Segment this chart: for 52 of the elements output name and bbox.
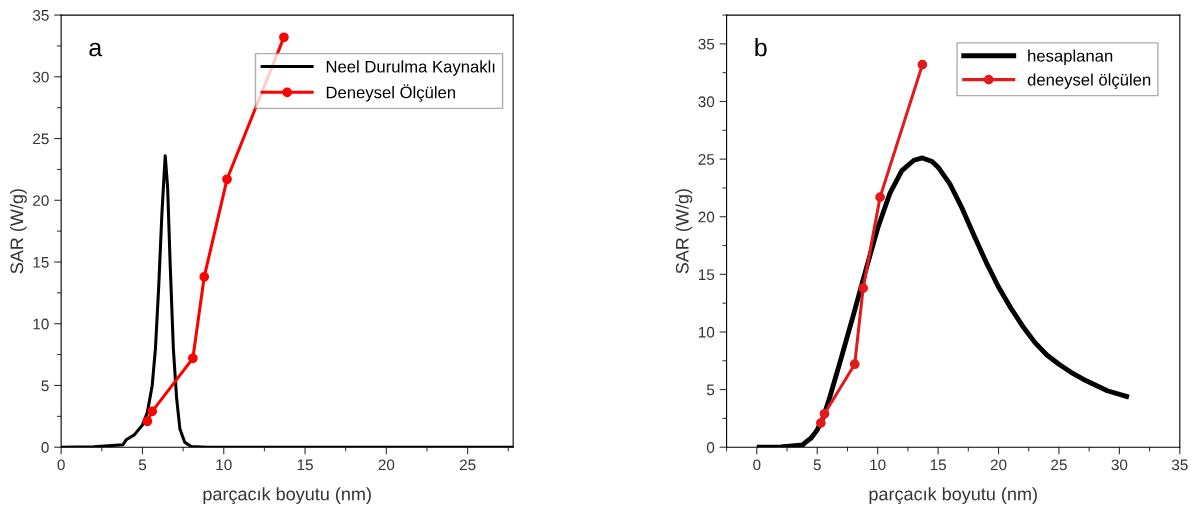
x-axis-title: parçacık boyutu (nm)	[203, 487, 371, 505]
x-tick-label: 0	[57, 459, 65, 471]
y-tick-label: 5	[41, 380, 49, 392]
y-tick-label: 20	[698, 211, 715, 223]
legend-label: Deneysel Ölçülen	[326, 84, 456, 102]
point	[187, 353, 198, 364]
point	[849, 359, 860, 370]
y-tick-label: 35	[32, 9, 49, 21]
y-tick-label: 25	[698, 153, 715, 165]
y-tick-label: 30	[32, 71, 49, 83]
y-tick-label: 25	[33, 133, 49, 145]
x-tick-label: 5	[138, 459, 147, 471]
point	[858, 283, 869, 294]
x-tick-label: 25	[459, 459, 476, 471]
point	[279, 32, 289, 43]
annotation: a	[89, 42, 103, 57]
y-tick-label: 35	[698, 38, 715, 50]
x-tick-label: 0	[753, 459, 761, 471]
x-tick-label: 20	[990, 459, 1007, 471]
point	[199, 271, 210, 282]
y-tick-label: 20	[33, 195, 49, 206]
y-tick-label: 10	[33, 318, 49, 330]
x-tick-label: 10	[216, 459, 232, 471]
y-axis-title: SAR (W/g)	[675, 189, 693, 274]
point	[917, 59, 928, 70]
x-tick-label: 25	[1051, 459, 1067, 471]
y-tick-label: 30	[698, 96, 715, 108]
y-axis-title: SAR (W/g)	[9, 189, 27, 274]
y-tick-label: 15	[698, 269, 715, 281]
point	[816, 418, 826, 428]
y-tick-label: 5	[706, 384, 715, 396]
point	[875, 192, 885, 203]
x-tick-label: 30	[1111, 459, 1128, 471]
x-tick-label: 35	[1171, 459, 1188, 471]
legend-label: hesaplanan	[1028, 49, 1113, 66]
point	[142, 416, 153, 427]
y-tick-label: 0	[706, 442, 715, 453]
point	[222, 174, 232, 185]
legend-label: deneysel ölçülen	[1027, 73, 1151, 89]
y-tick-label: 0	[41, 442, 49, 453]
y-tick-label: 15	[33, 257, 49, 268]
x-tick-label: 10	[870, 459, 886, 471]
annotation: b	[755, 38, 767, 57]
x-axis-title: parçacık boyutu (nm)	[869, 487, 1037, 505]
x-tick-label: 15	[930, 459, 946, 471]
point	[147, 406, 158, 417]
y-tick-label: 10	[698, 326, 715, 338]
x-tick-label: 15	[297, 459, 313, 471]
legend-label: Neel Durulma Kaynaklı	[326, 60, 495, 76]
x-tick-label: 20	[378, 459, 395, 471]
point	[819, 408, 830, 419]
x-tick-label: 5	[813, 459, 821, 471]
